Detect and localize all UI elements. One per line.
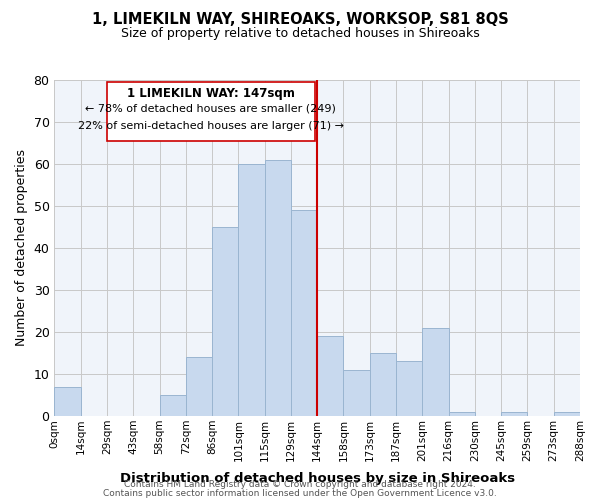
Text: 22% of semi-detached houses are larger (71) →: 22% of semi-detached houses are larger (…: [78, 120, 344, 130]
Bar: [396, 362, 422, 416]
Text: Contains HM Land Registry data © Crown copyright and database right 2024.: Contains HM Land Registry data © Crown c…: [124, 480, 476, 489]
Bar: [501, 412, 527, 416]
Y-axis label: Number of detached properties: Number of detached properties: [15, 150, 28, 346]
Bar: [55, 386, 80, 416]
Bar: [291, 210, 317, 416]
Bar: [186, 357, 212, 416]
X-axis label: Distribution of detached houses by size in Shireoaks: Distribution of detached houses by size …: [119, 472, 515, 485]
Bar: [449, 412, 475, 416]
Bar: [238, 164, 265, 416]
Bar: [343, 370, 370, 416]
Text: 1, LIMEKILN WAY, SHIREOAKS, WORKSOP, S81 8QS: 1, LIMEKILN WAY, SHIREOAKS, WORKSOP, S81…: [92, 12, 508, 28]
Bar: [265, 160, 291, 416]
Text: ← 78% of detached houses are smaller (249): ← 78% of detached houses are smaller (24…: [85, 104, 336, 114]
Bar: [212, 227, 238, 416]
Bar: [370, 353, 396, 416]
Text: Size of property relative to detached houses in Shireoaks: Size of property relative to detached ho…: [121, 28, 479, 40]
Bar: [317, 336, 343, 416]
Bar: [554, 412, 580, 416]
Bar: [422, 328, 449, 416]
Text: Contains public sector information licensed under the Open Government Licence v3: Contains public sector information licen…: [103, 490, 497, 498]
Text: 1 LIMEKILN WAY: 147sqm: 1 LIMEKILN WAY: 147sqm: [127, 87, 295, 100]
Bar: [160, 395, 186, 416]
FancyBboxPatch shape: [107, 82, 314, 141]
